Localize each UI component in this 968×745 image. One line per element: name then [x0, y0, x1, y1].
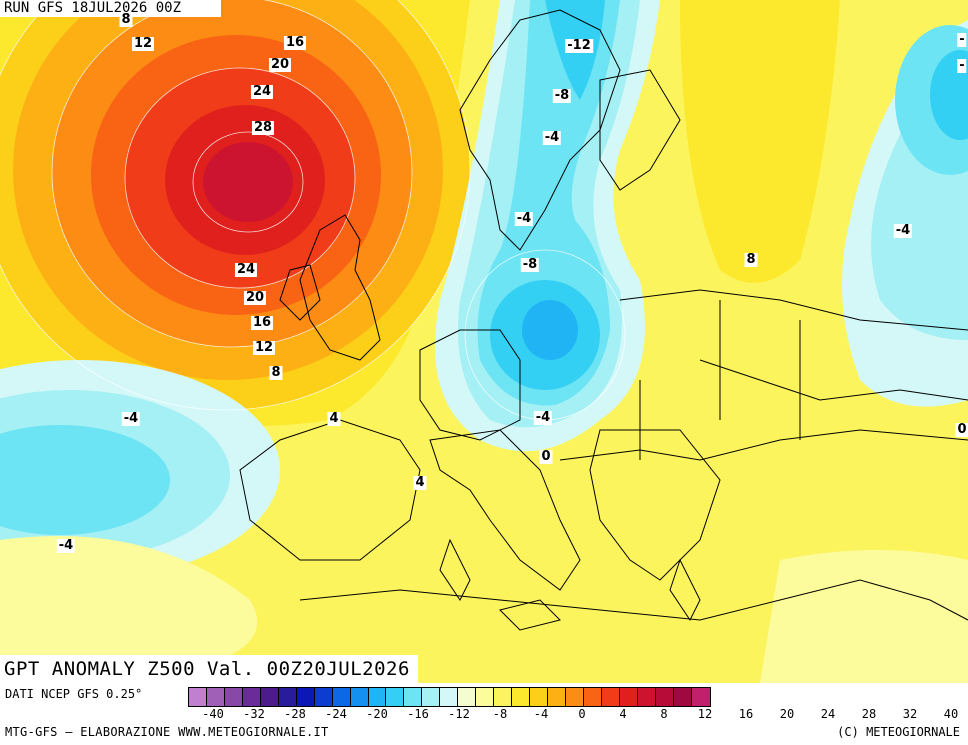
field-8-ne: [680, 0, 840, 283]
scale-tick-label: -28: [284, 707, 306, 721]
isolines: [0, 0, 626, 421]
scale-swatch: [332, 688, 351, 706]
map-title: GPT ANOMALY Z500 Val. 00Z20JUL2026: [0, 655, 418, 683]
scale-tick-label: -32: [243, 707, 265, 721]
scale-tick-label: 20: [779, 707, 795, 721]
scale-tick-label: -40: [202, 707, 224, 721]
scale-swatch: [260, 688, 279, 706]
contour-label: -8: [552, 88, 572, 103]
scale-tick-label: -20: [366, 707, 388, 721]
contour-label: 16: [283, 35, 307, 50]
scale-tick-label: -24: [325, 707, 347, 721]
scale-swatch: [386, 688, 405, 706]
scale-swatch: [691, 688, 710, 706]
contour-label: 12: [252, 340, 276, 355]
scale-tick-label: 32: [902, 707, 918, 721]
sw-low-ring-8: [0, 425, 170, 535]
scale-swatch: [566, 688, 584, 706]
anomaly-map: RUN GFS 18JUL2026 00Z 8 12 16 20 24 28 2…: [0, 0, 968, 684]
contour-label: -4: [533, 410, 553, 425]
scale-tick-label: -12: [448, 707, 470, 721]
contour-label: 20: [268, 57, 292, 72]
contour-label: 20: [243, 290, 267, 305]
map-canvas: [0, 0, 968, 683]
scale-swatch: [404, 688, 423, 706]
scale-swatch: [673, 688, 692, 706]
scale-tick-label: -16: [407, 707, 429, 721]
contour-label: -4: [121, 411, 141, 426]
scale-swatch: [278, 688, 297, 706]
contour-label: 28: [251, 120, 275, 135]
scale-tick-label: 40: [943, 707, 959, 721]
contour-label: 0: [539, 449, 553, 464]
contour-label: -12: [565, 38, 593, 53]
scale-swatch: [189, 688, 207, 706]
scale-swatch: [601, 688, 620, 706]
scale-swatch: [224, 688, 243, 706]
credit-right: (C) METEOGIORNALE: [837, 725, 960, 739]
contour-label: 24: [250, 84, 274, 99]
scale-tick-label: 12: [697, 707, 713, 721]
scale-tick-label: 24: [820, 707, 836, 721]
scale-swatch: [494, 688, 513, 706]
scale-swatch: [530, 688, 549, 706]
contour-label: 8: [119, 12, 133, 27]
scale-swatch: [296, 688, 315, 706]
scale-swatch: [350, 688, 369, 706]
contour-label: 16: [250, 315, 274, 330]
run-label: RUN GFS 18JUL2026 00Z: [0, 0, 222, 17]
color-scale: [188, 687, 711, 707]
scale-swatch: [655, 688, 674, 706]
contour-label: -: [957, 58, 967, 73]
contour-label: -8: [520, 257, 540, 272]
scale-swatch: [206, 688, 225, 706]
contour-label: -: [957, 32, 967, 47]
scale-tick-label: 4: [619, 707, 627, 721]
contour-label: -4: [514, 211, 534, 226]
scale-tick-label: 28: [861, 707, 877, 721]
scale-swatch: [619, 688, 638, 706]
contour-label: 12: [131, 36, 155, 51]
footer: DATI NCEP GFS 0.25° -40 -32 -28 -24 -20 -16 -1…: [0, 683, 968, 745]
scale-tick-label: 8: [660, 707, 668, 721]
scale-tick-label: -8: [492, 707, 508, 721]
scale-swatch: [637, 688, 656, 706]
scale-swatch: [512, 688, 531, 706]
contour-label: -4: [893, 223, 913, 238]
contour-label: 4: [327, 411, 341, 426]
contour-label: -4: [56, 538, 76, 553]
contour-label: 8: [744, 252, 758, 267]
contour-label: 24: [234, 262, 258, 277]
scale-swatch: [440, 688, 459, 706]
contour-label: -4: [542, 130, 562, 145]
scale-swatch: [242, 688, 261, 706]
trough-core-inner: [522, 300, 578, 360]
high-core: [203, 142, 293, 222]
scale-swatch: [314, 688, 333, 706]
scale-tick-label: 16: [738, 707, 754, 721]
scale-swatch: [458, 688, 477, 706]
scale-tick-label: -4: [533, 707, 549, 721]
data-source-label: DATI NCEP GFS 0.25°: [5, 687, 143, 701]
scale-swatch: [368, 688, 387, 706]
contour-label: 0: [955, 422, 968, 437]
scale-tick-label: 0: [578, 707, 586, 721]
scale-swatch: [548, 688, 567, 706]
scale-swatch: [422, 688, 441, 706]
sw-pale-zone: [0, 536, 258, 683]
credit-left: MTG-GFS – ELABORAZIONE WWW.METEOGIORNALE…: [5, 725, 329, 739]
color-scale-ticks: -40 -32 -28 -24 -20 -16 -12 -8 -4 0 4 8 12 16 20 24 28 32…: [188, 707, 966, 723]
contour-label: 8: [269, 365, 283, 380]
se-pale-zone: [760, 550, 968, 683]
scale-swatch: [583, 688, 602, 706]
scale-swatch: [476, 688, 495, 706]
contour-label: 4: [413, 475, 427, 490]
coastlines: [239, 9, 968, 631]
